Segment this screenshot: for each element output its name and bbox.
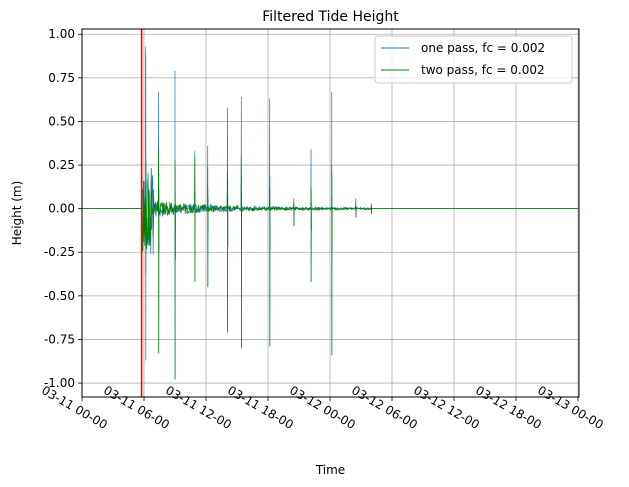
y-tick-label: -0.25 — [44, 245, 75, 259]
plot-frame — [81, 28, 580, 398]
y-tick-label: -0.50 — [44, 289, 75, 303]
y-tick-label: 0.75 — [48, 71, 75, 85]
legend: one pass, fc = 0.002 two pass, fc = 0.00… — [374, 35, 573, 84]
grid-lines — [81, 29, 579, 397]
y-axis-label: Height (m) — [10, 181, 24, 246]
y-tick-label: 0.25 — [48, 158, 75, 172]
x-axis-label: Time — [315, 463, 345, 477]
data-series — [82, 46, 578, 380]
legend-box — [374, 35, 573, 84]
y-tick-label: -1.00 — [44, 376, 75, 390]
legend-label-two-pass: two pass, fc = 0.002 — [421, 63, 545, 77]
y-tick-label: 0.00 — [48, 202, 75, 216]
y-tick-label: 0.50 — [48, 114, 75, 128]
series-two-pass-line — [82, 55, 578, 380]
y-tick-label: -0.75 — [44, 332, 75, 346]
y-tick-label: 1.00 — [48, 27, 75, 41]
chart-title: Filtered Tide Height — [262, 9, 399, 25]
legend-label-one-pass: one pass, fc = 0.002 — [421, 41, 545, 55]
plot-area — [82, 29, 579, 397]
